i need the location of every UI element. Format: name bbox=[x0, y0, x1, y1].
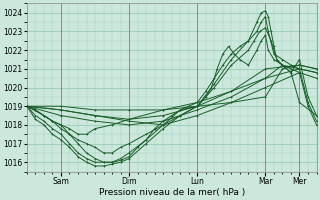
X-axis label: Pression niveau de la mer( hPa ): Pression niveau de la mer( hPa ) bbox=[99, 188, 245, 197]
